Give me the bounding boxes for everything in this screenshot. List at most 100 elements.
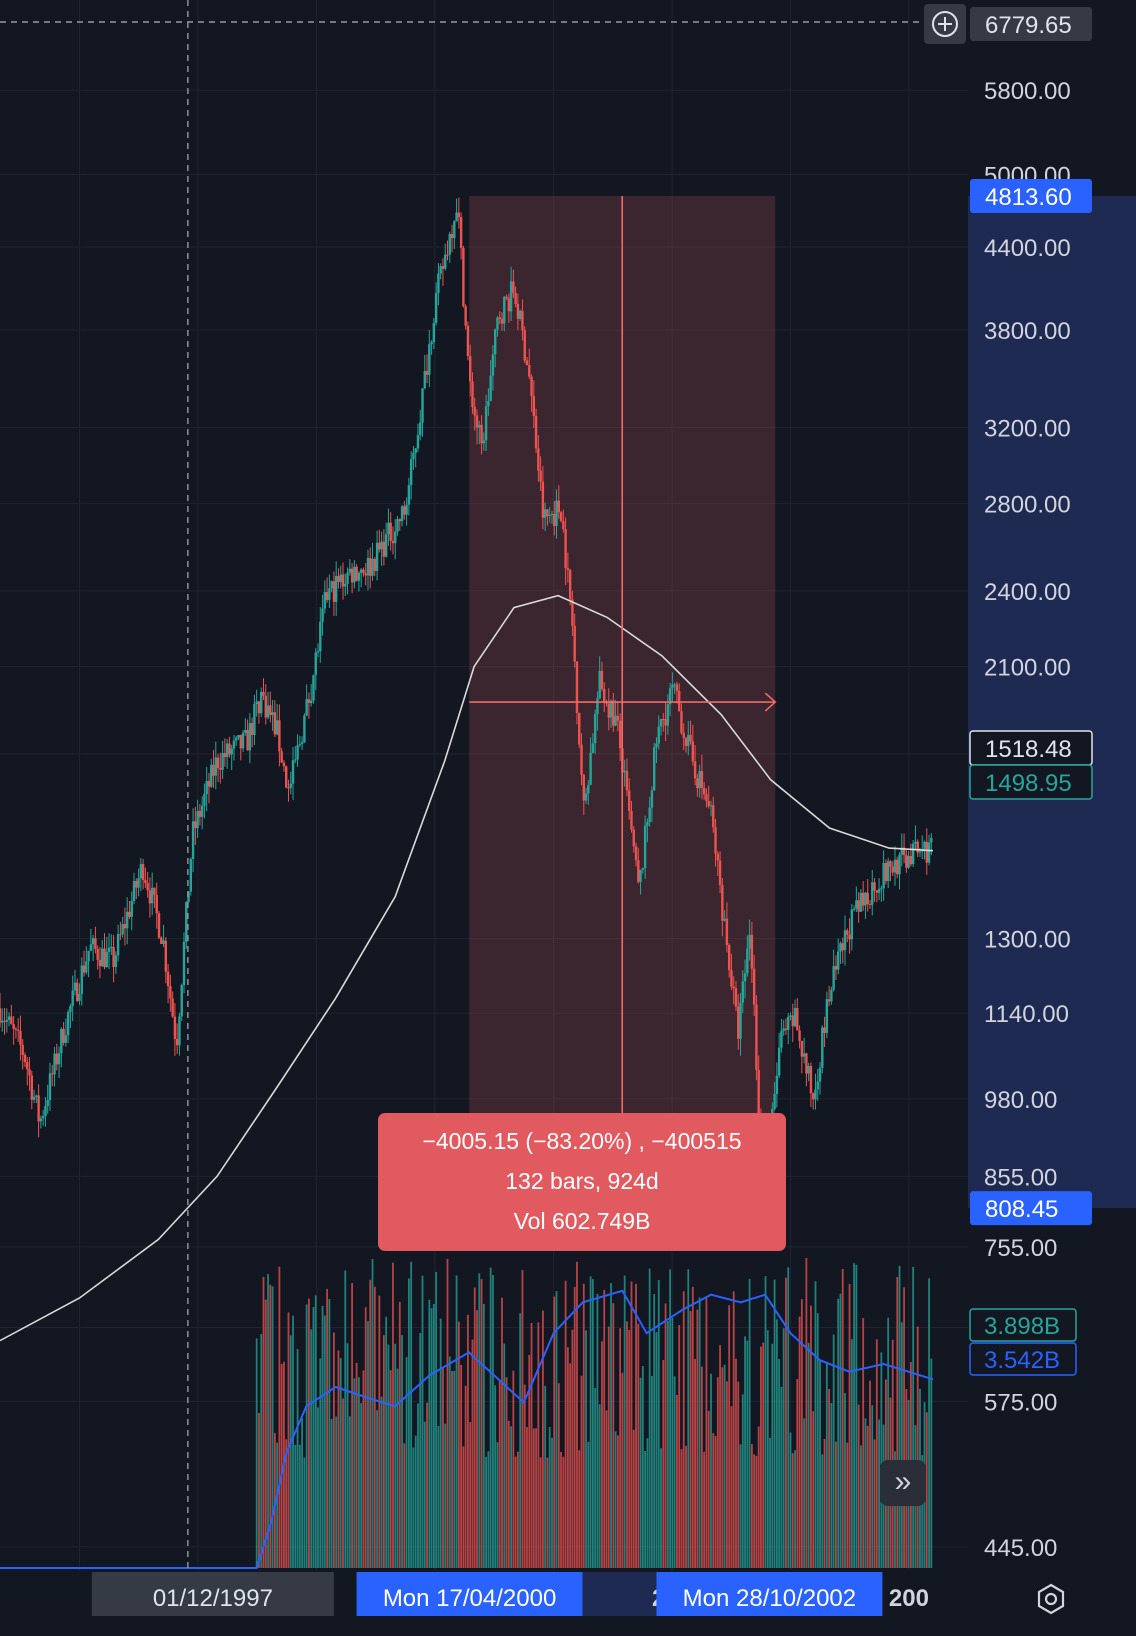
volume-bar xyxy=(880,1352,883,1568)
candle-body xyxy=(696,778,699,789)
candle-body xyxy=(128,911,131,917)
crosshair-add-button[interactable] xyxy=(924,4,966,44)
scroll-to-realtime-button[interactable]: » xyxy=(880,1460,926,1506)
candle-body xyxy=(273,712,277,735)
candle-body xyxy=(35,1095,38,1097)
volume-bar xyxy=(326,1288,329,1568)
candle-body xyxy=(684,738,688,747)
volume-bar xyxy=(655,1332,658,1568)
volume-bar xyxy=(869,1380,871,1568)
volume-bar xyxy=(467,1314,469,1568)
candle-body xyxy=(712,805,715,828)
volume-bar xyxy=(753,1454,756,1568)
candle-body xyxy=(178,1016,181,1046)
candle-body xyxy=(387,522,390,535)
candle-body xyxy=(732,986,735,989)
candle-body xyxy=(653,747,656,791)
price-label-bg xyxy=(970,1191,1092,1226)
candle-body xyxy=(630,810,633,830)
candle-body xyxy=(416,435,420,449)
gear-center xyxy=(1044,1592,1058,1606)
candle-body xyxy=(478,424,481,428)
candle-body xyxy=(859,892,863,912)
volume-bar xyxy=(671,1317,674,1568)
volume-bar xyxy=(703,1451,706,1568)
volume-bar xyxy=(648,1268,651,1568)
candle-body xyxy=(721,885,724,921)
candle-body xyxy=(257,701,261,714)
volume-bar xyxy=(494,1385,497,1568)
volume-bar xyxy=(369,1279,372,1568)
candle-body xyxy=(889,861,892,867)
candle-body xyxy=(707,800,710,807)
candle-body xyxy=(196,810,199,829)
volume-bar xyxy=(614,1431,617,1568)
volume-bar xyxy=(925,1412,928,1568)
candle-body xyxy=(369,558,372,576)
candle-body xyxy=(821,1027,824,1068)
candle-body xyxy=(212,764,215,776)
candle-body xyxy=(200,805,204,817)
candle-body xyxy=(339,574,342,582)
candle-body xyxy=(882,862,885,889)
candle-body xyxy=(548,515,551,517)
candle-body xyxy=(834,966,838,970)
candle-body xyxy=(303,715,306,743)
candle-body xyxy=(448,233,451,255)
volume-bar xyxy=(485,1456,488,1568)
candle-body xyxy=(366,558,370,576)
price-axis-range-highlight xyxy=(968,196,1136,1209)
candle-body xyxy=(53,1053,56,1075)
candle-body xyxy=(555,500,558,526)
candle-body xyxy=(896,859,899,875)
volume-bar xyxy=(689,1311,692,1568)
candle-body xyxy=(285,766,288,788)
candle-body xyxy=(734,988,738,1007)
candle-body xyxy=(348,568,352,573)
candle-body xyxy=(141,864,145,880)
candle-body xyxy=(180,985,183,1017)
candle-body xyxy=(126,911,129,929)
candle-body xyxy=(300,742,304,745)
candle-body xyxy=(405,504,408,515)
candle-body xyxy=(82,965,86,973)
volume-bar xyxy=(337,1350,340,1568)
candle-body xyxy=(521,310,524,331)
candle-body xyxy=(505,296,508,299)
candle-body xyxy=(668,688,672,705)
candle-body xyxy=(868,904,872,906)
candle-body xyxy=(473,406,476,416)
candle-body xyxy=(60,1028,63,1054)
volume-bar xyxy=(828,1389,831,1568)
volume-bar xyxy=(928,1278,930,1568)
volume-bar xyxy=(367,1321,369,1568)
grid xyxy=(0,0,968,1623)
candle-body xyxy=(1,1020,4,1023)
candle-body xyxy=(380,541,383,550)
candle-body xyxy=(909,855,913,865)
volume-bar xyxy=(396,1368,399,1568)
volume-bar xyxy=(387,1344,390,1568)
candle-body xyxy=(541,481,545,518)
volume-bar xyxy=(712,1433,715,1568)
volume-bar xyxy=(255,1338,258,1568)
volume-bar xyxy=(796,1379,799,1568)
volume-bar xyxy=(732,1291,735,1568)
volume-bar xyxy=(891,1339,894,1568)
candle-body xyxy=(727,945,731,971)
candle-body xyxy=(827,999,831,1002)
volume-bar xyxy=(464,1385,467,1568)
gear-icon[interactable] xyxy=(1034,1582,1068,1616)
volume-bar xyxy=(871,1405,874,1568)
volume-bar xyxy=(721,1367,724,1568)
volume-bar xyxy=(371,1259,374,1568)
candle-body xyxy=(312,675,315,701)
volume-bar xyxy=(419,1333,422,1568)
candle-body xyxy=(334,576,338,602)
candle-body xyxy=(469,356,472,382)
candle-body xyxy=(223,753,227,758)
volume-bar xyxy=(598,1404,601,1568)
volume-bar xyxy=(523,1384,526,1568)
volume-bar xyxy=(855,1264,858,1568)
